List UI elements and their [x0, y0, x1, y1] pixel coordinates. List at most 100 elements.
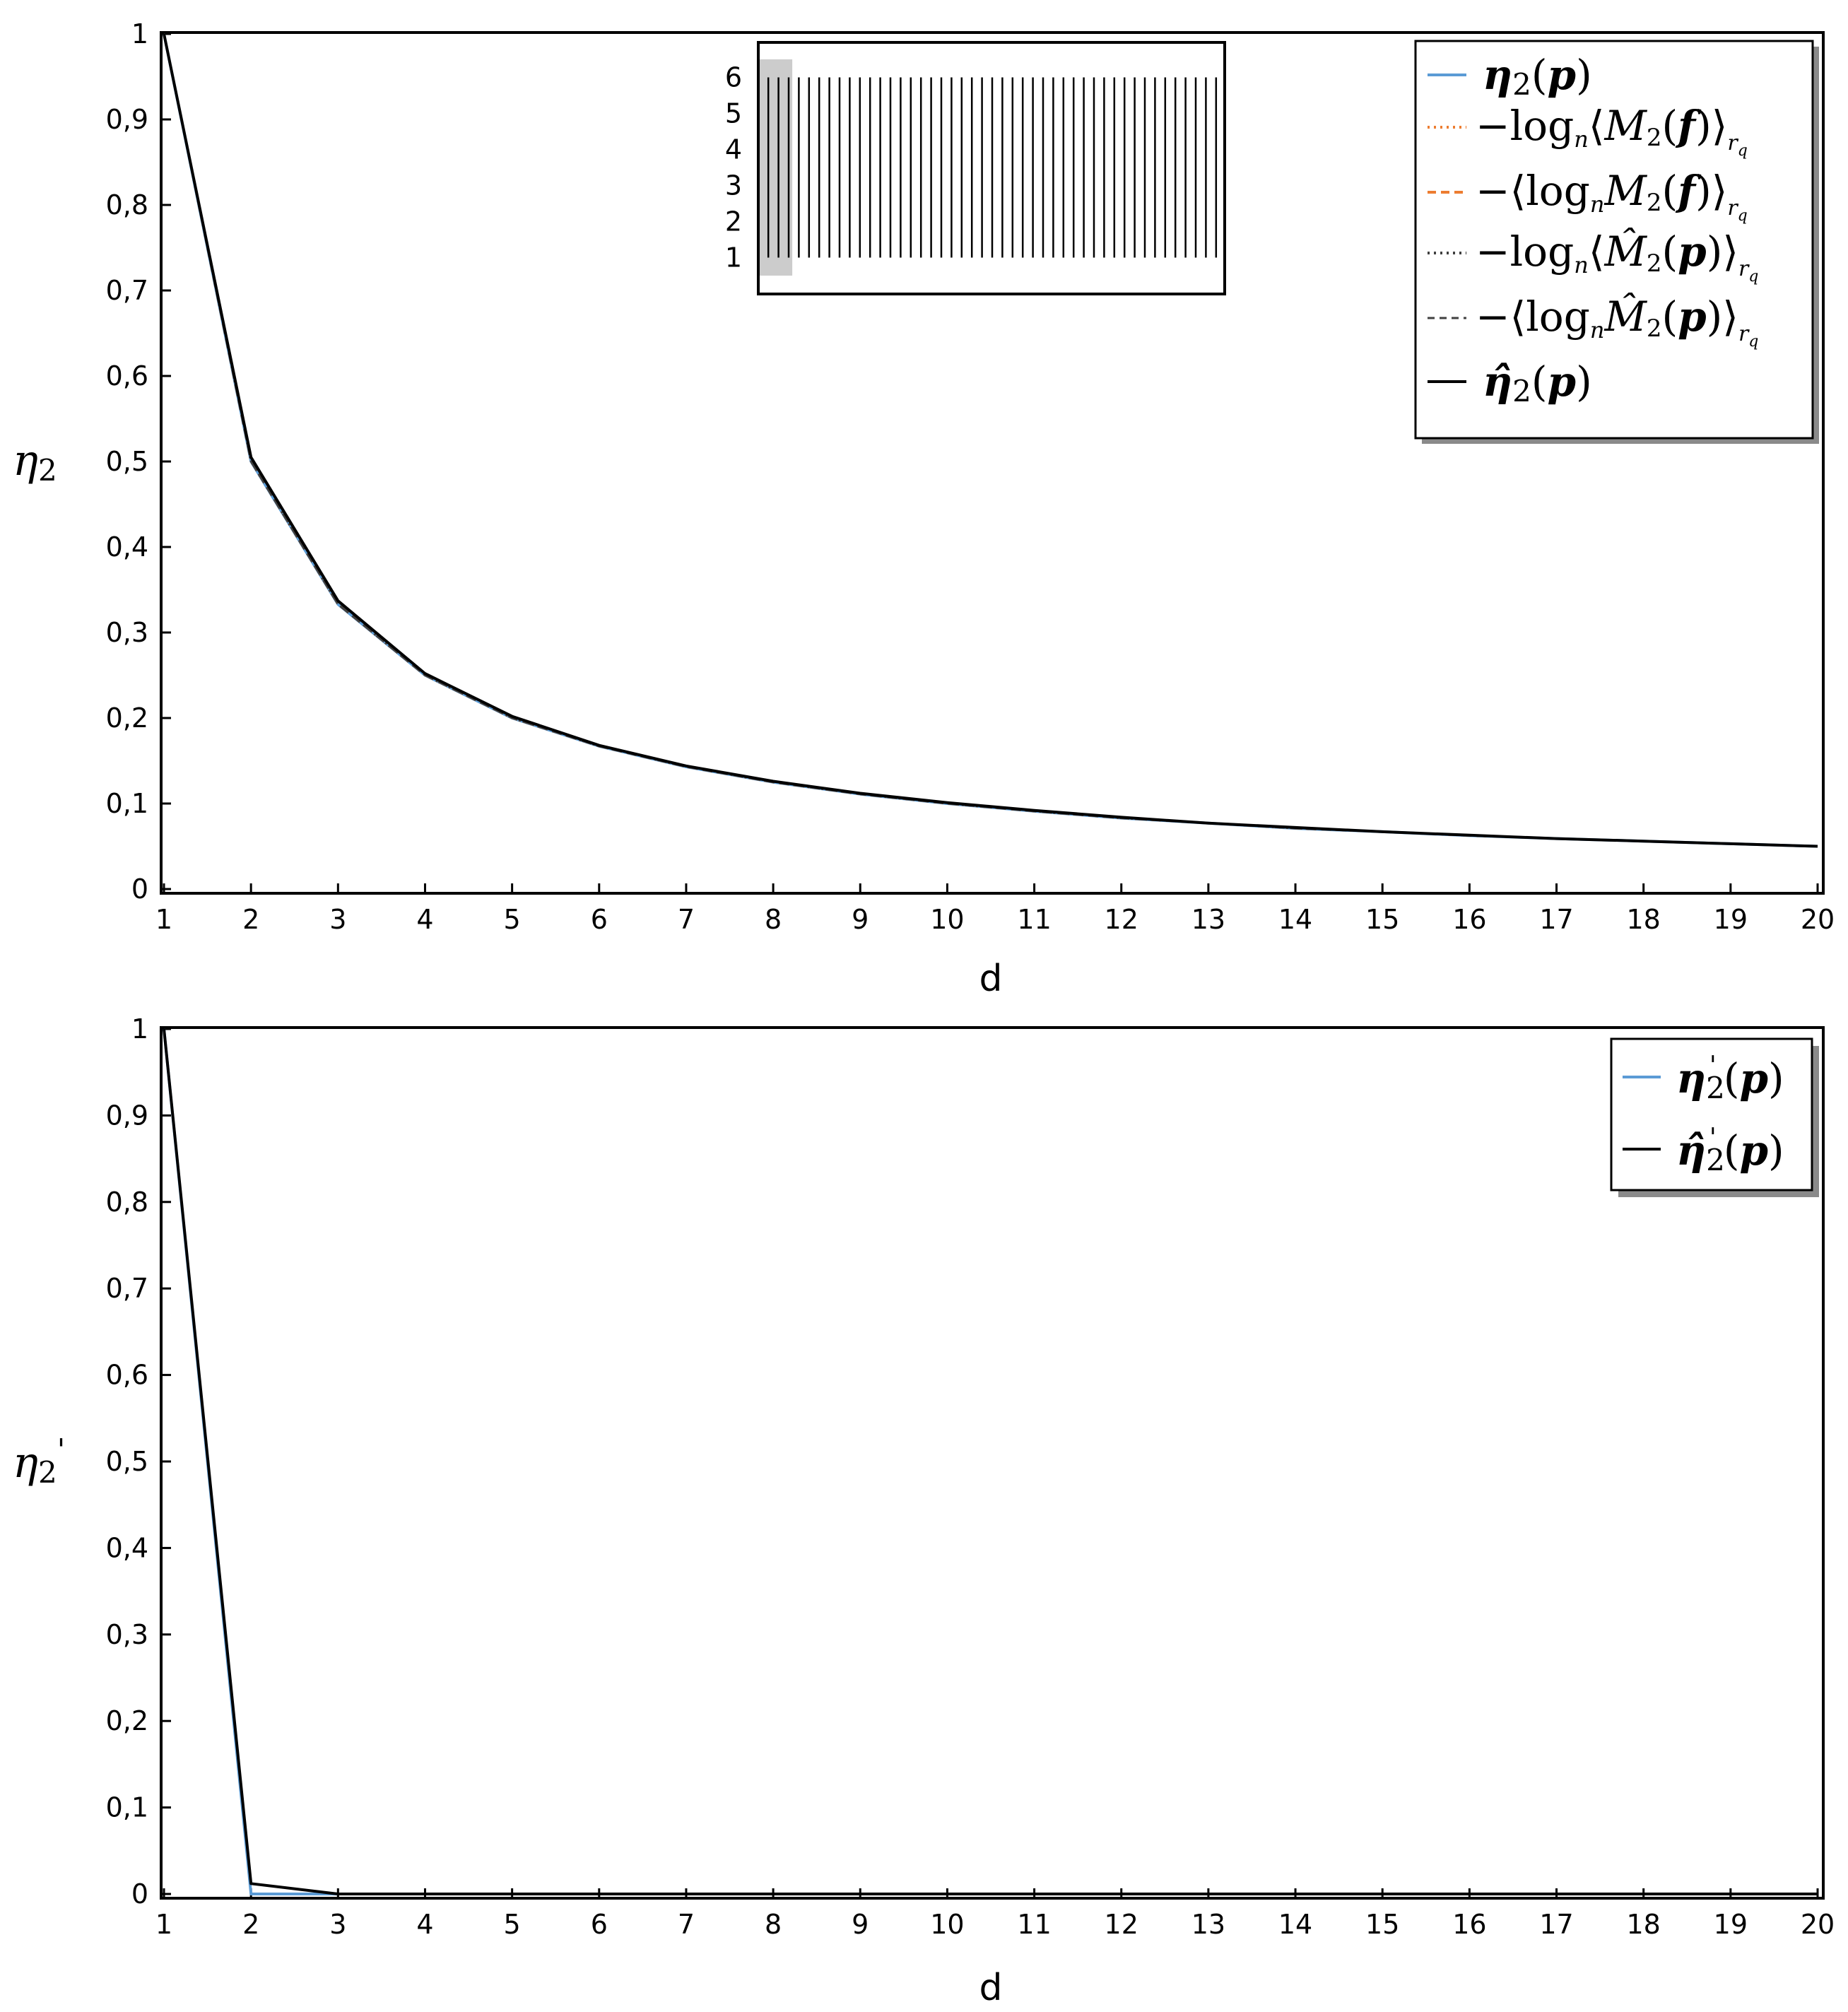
x-tick-label: 15 — [1365, 1909, 1399, 1940]
y-tick-label: 0,1 — [106, 1792, 148, 1823]
y-tick-label: 0,3 — [106, 617, 148, 648]
x-tick-label: 2 — [242, 1909, 259, 1940]
svg-text:−⟨lognM̂2(p)⟩rq: −⟨lognM̂2(p)⟩rq — [1476, 292, 1758, 351]
svg-text:η̂2'(p): η̂2' (p) — [1676, 1124, 1784, 1177]
x-tick-label: 6 — [591, 904, 608, 935]
x-tick-label: 5 — [504, 904, 521, 935]
x-tick-label: 18 — [1627, 904, 1661, 935]
x-tick-label: 8 — [765, 1909, 782, 1940]
inset-y-tick-label: 4 — [725, 134, 742, 165]
tick-marks — [161, 33, 1819, 893]
y-tick-label: 1 — [131, 18, 148, 49]
x-tick-label: 7 — [678, 904, 695, 935]
inset-shaded-region — [760, 59, 793, 276]
y-axis-title: η2' — [13, 1432, 65, 1490]
y-tick-label: 0 — [131, 1878, 148, 1910]
x-tick-label: 1 — [155, 904, 172, 935]
y-tick-label: 0,3 — [106, 1619, 148, 1650]
legend-item-eta2-prime-hat: η̂2' (p) — [1623, 1124, 1784, 1177]
legend: η2' (p) η̂2' (p) — [1610, 1037, 1819, 1197]
y-tick-label: 0,5 — [106, 1446, 148, 1477]
x-tick-label: 11 — [1017, 904, 1051, 935]
x-axis-title: d — [979, 958, 1002, 1000]
series-lines — [163, 1028, 1818, 1895]
legend-item-neg-mean-log-M2f: −⟨lognM2(f)⟩rq — [1428, 167, 1748, 225]
x-tick-labels: 1 2 3 4 5 6 7 8 9 10 11 12 13 14 15 16 17 18 19 20 — [155, 904, 1835, 935]
series-lines — [163, 33, 1818, 848]
y-tick-label: 0,4 — [106, 1532, 148, 1563]
x-tick-labels: 1 2 3 4 5 6 7 8 9 10 11 12 13 14 15 16 17 18 19 20 — [155, 1909, 1835, 1940]
x-tick-label: 3 — [329, 904, 346, 935]
x-tick-label: 17 — [1539, 1909, 1573, 1940]
x-tick-label: 19 — [1714, 1909, 1748, 1940]
y-tick-label: 0,7 — [106, 275, 148, 306]
y-tick-label: 1 — [131, 1013, 148, 1045]
legend-item-eta2: η2(p) — [1428, 51, 1592, 102]
x-tick-label: 5 — [504, 1909, 521, 1940]
legend-box — [1610, 1037, 1813, 1192]
y-tick-label: 0,5 — [106, 446, 148, 477]
y-tick-label: 0,7 — [106, 1273, 148, 1304]
y-tick-label: 0,2 — [106, 702, 148, 734]
y-tick-label: 0,8 — [106, 1187, 148, 1218]
legend-item-neg-mean-log-M2hat-p: −⟨lognM̂2(p)⟩rq — [1428, 292, 1758, 351]
x-tick-label: 20 — [1801, 1909, 1835, 1940]
x-tick-label: 8 — [765, 904, 782, 935]
x-tick-label: 1 — [155, 1909, 172, 1940]
x-tick-label: 2 — [242, 904, 259, 935]
x-tick-label: 10 — [930, 904, 964, 935]
plot-frame — [160, 1026, 1825, 1900]
x-tick-label: 9 — [852, 904, 869, 935]
y-tick-label: 0,6 — [106, 1360, 148, 1391]
x-tick-label: 10 — [930, 1909, 964, 1940]
x-tick-label: 4 — [416, 904, 433, 935]
inset-y-tick-labels: 1 2 3 4 5 6 — [725, 62, 742, 273]
x-tick-label: 16 — [1452, 904, 1486, 935]
x-tick-label: 7 — [678, 1909, 695, 1940]
inset-y-tick-label: 2 — [725, 206, 742, 237]
y-tick-labels: 0 0,1 0,2 0,3 0,4 0,5 0,6 0,7 0,8 0,9 1 — [106, 18, 148, 905]
x-tick-label: 12 — [1105, 1909, 1138, 1940]
plot-frame — [160, 31, 1825, 895]
inset-stripes — [767, 77, 1218, 258]
svg-text:−⟨lognM2(f)⟩rq: −⟨lognM2(f)⟩rq — [1476, 167, 1748, 225]
x-tick-label: 12 — [1105, 904, 1138, 935]
x-tick-label: 13 — [1191, 1909, 1225, 1940]
y-tick-label: 0,4 — [106, 531, 148, 563]
x-tick-label: 17 — [1539, 904, 1573, 935]
svg-text:η2'(p): η2' (p) — [1676, 1052, 1784, 1105]
x-tick-label: 19 — [1714, 904, 1748, 935]
x-tick-label: 16 — [1452, 1909, 1486, 1940]
x-tick-label: 6 — [591, 1909, 608, 1940]
inset-chart: 1 2 3 4 5 6 — [725, 41, 1226, 295]
svg-text:η̂2(p): η̂2(p) — [1483, 358, 1592, 408]
series-line-5 — [163, 33, 1818, 848]
x-tick-label: 9 — [852, 1909, 869, 1940]
x-tick-label: 13 — [1191, 904, 1225, 935]
y-tick-label: 0 — [131, 873, 148, 905]
legend-item-eta2-prime: η2' (p) — [1623, 1052, 1784, 1105]
y-tick-label: 0,9 — [106, 1100, 148, 1131]
legend: η2(p) −logn⟨M2(f)⟩rq −⟨lognM2(f)⟩rq −log… — [1414, 40, 1819, 444]
x-tick-label: 3 — [329, 1909, 346, 1940]
legend-box — [1414, 40, 1814, 440]
x-tick-label: 15 — [1365, 904, 1399, 935]
y-tick-label: 0,8 — [106, 189, 148, 220]
y-tick-labels: 0 0,1 0,2 0,3 0,4 0,5 0,6 0,7 0,8 0,9 1 — [106, 1013, 148, 1910]
svg-text:η2(p): η2(p) — [1483, 51, 1592, 102]
inset-y-tick-label: 5 — [725, 98, 742, 129]
y-tick-label: 0,2 — [106, 1705, 148, 1736]
tick-marks — [161, 1028, 1819, 1898]
x-tick-label: 14 — [1278, 904, 1312, 935]
y-tick-label: 0,9 — [106, 104, 148, 135]
x-tick-label: 11 — [1017, 1909, 1051, 1940]
x-tick-label: 4 — [416, 1909, 433, 1940]
y-tick-label: 0,6 — [106, 360, 148, 392]
y-tick-label: 0,1 — [106, 788, 148, 819]
x-tick-label: 18 — [1627, 1909, 1661, 1940]
y-axis-title: η2 — [13, 436, 57, 488]
x-tick-label: 20 — [1801, 904, 1835, 935]
